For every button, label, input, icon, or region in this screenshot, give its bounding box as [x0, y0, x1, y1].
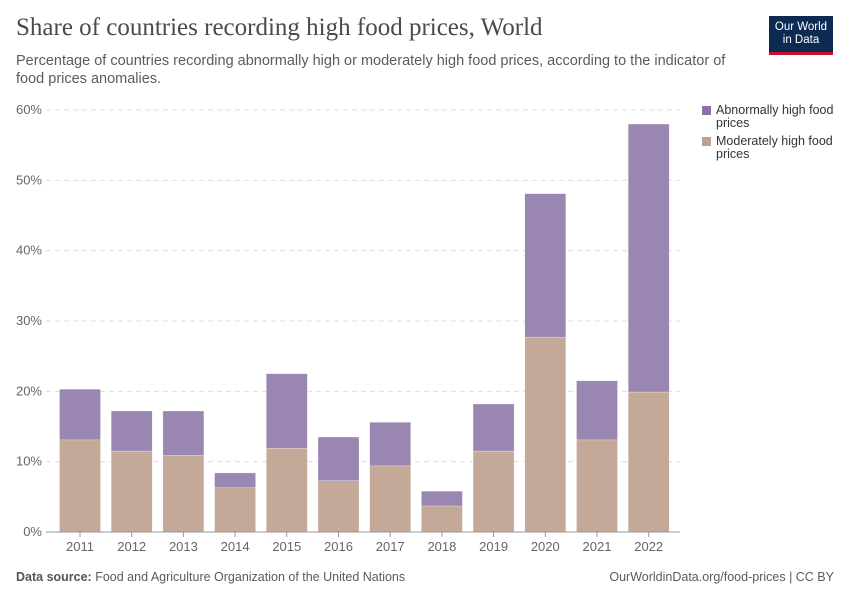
x-tick-label: 2015 [272, 539, 301, 554]
bar-abnormal-2022 [627, 123, 670, 393]
bar-moderate-2012 [110, 450, 153, 533]
x-tick-label: 2016 [324, 539, 353, 554]
owid-logo[interactable]: Our World in Data [769, 16, 833, 55]
x-tick-label: 2012 [117, 539, 146, 554]
bar-abnormal-2015 [266, 373, 308, 449]
legend-swatch-moderate [702, 137, 711, 146]
chart-subtitle: Percentage of countries recording abnorm… [16, 53, 726, 87]
y-tick-label: 30% [16, 313, 42, 328]
bar-abnormal-2018 [421, 490, 463, 507]
x-tick-label: 2011 [66, 539, 94, 554]
bar-moderate-2014 [214, 487, 256, 533]
bar-abnormal-2012 [110, 410, 153, 452]
bar-abnormal-2014 [214, 472, 256, 488]
data-source: Data source: Food and Agriculture Organi… [16, 570, 405, 584]
data-source-text: Food and Agriculture Organization of the… [95, 570, 406, 584]
logo-line-1: Our World [774, 21, 828, 33]
x-tick-label: 2014 [221, 539, 250, 554]
x-tick-label: 2019 [479, 539, 508, 554]
bar-abnormal-2021 [576, 380, 618, 441]
chart-title: Share of countries recording high food p… [16, 14, 543, 41]
source-link[interactable]: OurWorldinData.org/food-prices | CC BY [609, 570, 834, 584]
bar-moderate-2017 [369, 465, 411, 533]
bar-abnormal-2016 [317, 436, 360, 481]
legend-label-abnormal: Abnormally high food prices [716, 103, 834, 130]
bar-abnormal-2013 [162, 410, 205, 456]
logo-line-2: in Data [782, 34, 820, 46]
bar-moderate-2019 [472, 450, 515, 533]
legend-item-abnormal[interactable]: Abnormally high food prices [702, 104, 842, 130]
bar-moderate-2020 [524, 336, 567, 533]
x-tick-label: 2017 [376, 539, 405, 554]
bar-moderate-2011 [59, 439, 101, 533]
legend-item-moderate[interactable]: Moderately high food prices [702, 135, 842, 161]
x-tick-label: 2022 [634, 539, 663, 554]
x-tick-label: 2018 [427, 539, 456, 554]
bar-moderate-2021 [576, 439, 618, 533]
y-tick-label: 0% [23, 524, 42, 539]
bar-moderate-2018 [421, 505, 463, 533]
bar-abnormal-2017 [369, 422, 411, 467]
bar-abnormal-2020 [524, 193, 567, 338]
y-tick-label: 60% [16, 102, 42, 117]
bar-moderate-2016 [317, 480, 360, 533]
bar-moderate-2015 [266, 448, 308, 533]
x-tick-label: 2021 [583, 539, 612, 554]
bar-abnormal-2019 [472, 403, 515, 452]
bar-abnormal-2011 [59, 388, 101, 441]
legend-swatch-abnormal [702, 106, 711, 115]
bar-moderate-2013 [162, 455, 205, 533]
data-source-label: Data source: [16, 570, 92, 584]
y-tick-label: 10% [16, 454, 42, 469]
bar-moderate-2022 [627, 391, 670, 533]
x-tick-label: 2013 [169, 539, 198, 554]
y-tick-label: 40% [16, 243, 42, 258]
y-tick-label: 50% [16, 172, 42, 187]
x-tick-label: 2020 [531, 539, 560, 554]
y-tick-label: 20% [16, 383, 42, 398]
legend-label-moderate: Moderately high food prices [716, 134, 833, 161]
